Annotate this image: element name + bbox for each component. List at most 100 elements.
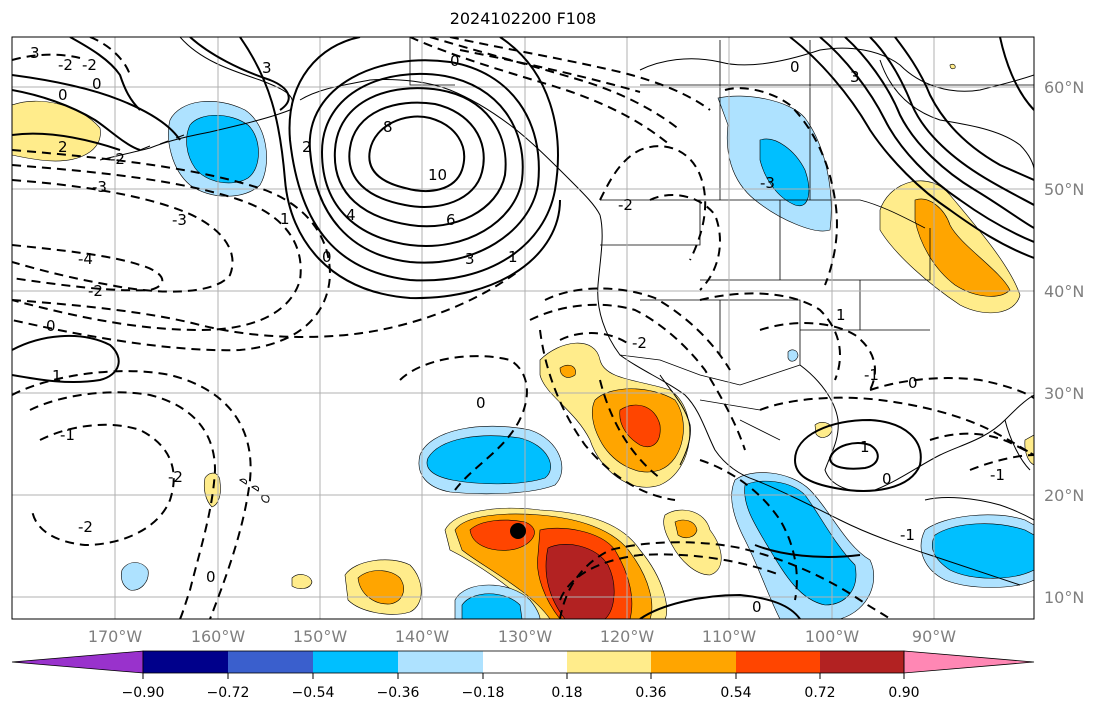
contour-nw-jet-1 bbox=[69, 37, 141, 111]
contour-label: 0 bbox=[476, 394, 486, 412]
contour-label: 3 bbox=[262, 59, 272, 77]
lon-label: 90°W bbox=[912, 627, 956, 646]
contour-south-0 bbox=[639, 593, 801, 619]
boundary-canada-provinces bbox=[640, 40, 1034, 200]
contour-neg-2-plains bbox=[699, 292, 841, 381]
shade-yellow-hudson bbox=[949, 63, 956, 70]
contours-dashed bbox=[12, 37, 1034, 619]
latitude-axis: 60°N 50°N 40°N 30°N 20°N 10°N bbox=[1044, 78, 1084, 607]
shading-layer bbox=[12, 63, 1034, 619]
contour-label: 3 bbox=[30, 44, 40, 62]
coastline-canada bbox=[639, 47, 1034, 92]
contour-label: -3 bbox=[172, 211, 187, 229]
lon-label: 110°W bbox=[702, 627, 757, 646]
shade-cyan-southpacific bbox=[461, 593, 523, 619]
contour-high-8 bbox=[348, 101, 485, 208]
contour-neg-1-plains bbox=[759, 322, 876, 391]
contour-neg-1-gulf bbox=[759, 396, 1034, 456]
colorbar-seg-5 bbox=[483, 651, 567, 673]
contour-neg-3-baja bbox=[544, 287, 731, 371]
contour-label: -1 bbox=[990, 466, 1005, 484]
contour-label: 0 bbox=[450, 52, 460, 70]
contour-neg-3-baja-south bbox=[539, 329, 676, 501]
island-hawaii-1 bbox=[239, 478, 247, 485]
contour-label: -2 bbox=[82, 56, 97, 74]
colorbar-tick-label: −0.54 bbox=[292, 685, 335, 701]
colorbar: −0.90 −0.72 −0.54 −0.36 −0.18 0.18 0.36 … bbox=[11, 650, 1035, 701]
contour-high-2 bbox=[288, 37, 559, 282]
graticule bbox=[12, 37, 1034, 619]
contour-neg-1-baja bbox=[559, 332, 631, 346]
contour-neg-1-canada bbox=[649, 194, 721, 291]
colorbar-seg-0 bbox=[11, 650, 144, 674]
contour-label: 0 bbox=[882, 470, 892, 488]
contour-label: 0 bbox=[206, 568, 216, 586]
contour-neg-2-mexico bbox=[599, 379, 661, 479]
contour-label: 1 bbox=[280, 210, 290, 228]
contour-label: -1 bbox=[864, 366, 879, 384]
contour-label: 0 bbox=[322, 248, 332, 266]
contours-solid bbox=[12, 37, 1034, 619]
colorbar-tick-label: 0.18 bbox=[551, 685, 582, 701]
contour-neg-1-tropical bbox=[559, 553, 781, 601]
contour-label: -2 bbox=[632, 334, 647, 352]
colorbar-ticks bbox=[142, 673, 905, 679]
contour-neg-2-north bbox=[12, 37, 131, 76]
colorbar-seg-8 bbox=[736, 651, 820, 673]
contour-ne-6 bbox=[999, 37, 1034, 111]
contour-label: 0 bbox=[790, 58, 800, 76]
colorbar-tick-label: 0.90 bbox=[888, 685, 919, 701]
contour-label: 0 bbox=[908, 374, 918, 392]
shade-cyan-centralpacific bbox=[426, 435, 551, 485]
coastline-baja bbox=[659, 374, 691, 466]
lat-label: 60°N bbox=[1044, 78, 1084, 97]
map-plot-area: 3 -2 -2 0 0 2 -2 -3 -3 -4 -2 0 1 -1 -2 -… bbox=[12, 37, 1034, 619]
contour-0-west bbox=[12, 269, 521, 338]
contour-ne-4 bbox=[869, 37, 1034, 206]
shade-orange-baja-small bbox=[559, 364, 576, 378]
shade-orange-blob-115w-inner bbox=[674, 519, 698, 539]
contour-west-1 bbox=[12, 335, 120, 384]
contour-label: 0 bbox=[58, 86, 68, 104]
contour-label: 3 bbox=[850, 68, 860, 86]
colorbar-seg-3 bbox=[313, 651, 398, 673]
colorbar-frame bbox=[142, 650, 905, 674]
contour-label: 8 bbox=[383, 118, 393, 136]
contour-label: -4 bbox=[78, 250, 93, 268]
contour-label: -1 bbox=[60, 426, 75, 444]
contour-label: -2 bbox=[58, 56, 73, 74]
contour-label: 2 bbox=[58, 138, 68, 156]
contour-0-tropical bbox=[559, 541, 891, 619]
contour-neg-2-canada bbox=[599, 145, 707, 261]
contour-neg-2-north2 bbox=[409, 37, 671, 146]
shade-yellow-small-150w bbox=[291, 574, 313, 589]
contour-neg-3-east bbox=[929, 432, 1034, 456]
contour-neg-3-north bbox=[429, 37, 681, 131]
contour-gulf-inner bbox=[828, 442, 879, 470]
boundary-alaska-canada bbox=[409, 37, 455, 86]
contour-nw-0 bbox=[12, 89, 141, 151]
contour-nw-2 bbox=[12, 132, 121, 151]
contour-high-10 bbox=[368, 115, 466, 192]
lat-label: 30°N bbox=[1044, 384, 1084, 403]
contour-neg-2-baja bbox=[529, 303, 746, 451]
contour-nw-jet-2 bbox=[12, 74, 181, 141]
contour-label: -3 bbox=[760, 174, 775, 192]
contour-label: 0 bbox=[92, 75, 102, 93]
shade-darkred-tropical bbox=[545, 544, 615, 619]
contour-0-east bbox=[869, 377, 1034, 399]
contour-neg-4-west bbox=[12, 244, 164, 292]
contour-label: 3 bbox=[465, 250, 475, 268]
contour-neg-3-west bbox=[12, 179, 234, 293]
colorbar-seg-2 bbox=[228, 651, 313, 673]
contour-high-1 bbox=[239, 37, 561, 300]
colorbar-tick-label: −0.90 bbox=[122, 685, 165, 701]
contour-0-pacific bbox=[12, 370, 252, 619]
shade-cyan-aleutian bbox=[186, 115, 259, 184]
coastline-mexico bbox=[754, 479, 1021, 586]
boundary-states bbox=[600, 200, 931, 365]
colorbar-tick-label: −0.36 bbox=[377, 685, 420, 701]
contour-nw-3 bbox=[189, 37, 290, 111]
lon-label: 150°W bbox=[293, 627, 348, 646]
